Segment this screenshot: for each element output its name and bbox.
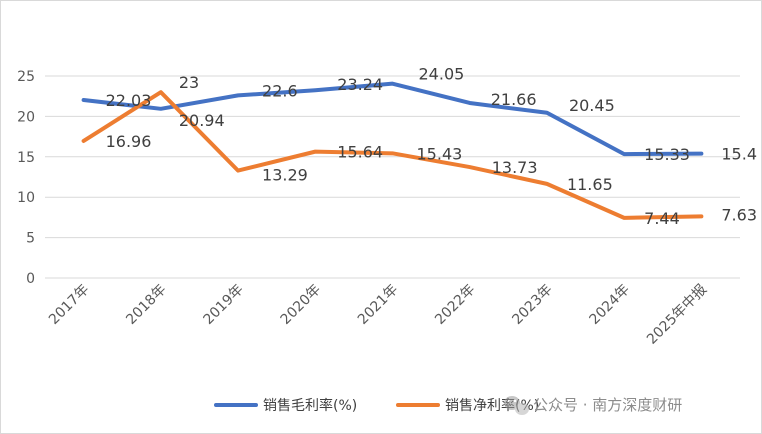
- series-line-0: [81, 81, 704, 157]
- y-tick-label-25: 25: [17, 69, 35, 85]
- y-tick-label-0: 0: [26, 271, 35, 287]
- y-axis-ticks: 0 5 10 15 20 25: [17, 69, 35, 287]
- watermark: 公众号 · 南方深度财研: [504, 396, 682, 415]
- data-label-s0-7: 15.33: [644, 145, 690, 164]
- data-label-s0-6: 20.45: [569, 96, 615, 115]
- data-label-s0-1: 20.94: [179, 111, 225, 130]
- data-label-s0-3: 23.24: [337, 75, 383, 94]
- wechat-icon: [504, 396, 529, 415]
- data-labels: 22.03 20.94 22.6 23.24 24.05 21.66 20.45 15.33 1…: [106, 65, 757, 228]
- series-line-1: [81, 90, 704, 220]
- data-label-s1-0: 16.96: [106, 132, 152, 151]
- data-label-s1-6: 11.65: [567, 175, 613, 194]
- data-label-s1-3: 15.64: [337, 143, 383, 162]
- y-tick-label-20: 20: [17, 109, 35, 125]
- series-lines: [81, 81, 704, 220]
- data-label-s0-0: 22.03: [106, 91, 152, 110]
- data-label-s1-2: 13.29: [262, 166, 308, 185]
- data-label-s0-4: 24.05: [419, 65, 465, 84]
- data-label-s0-2: 22.6: [262, 81, 298, 100]
- data-label-s1-1: 23: [179, 73, 199, 92]
- y-tick-label-15: 15: [17, 150, 35, 166]
- gridlines: [45, 75, 740, 279]
- y-tick-label-10: 10: [17, 190, 35, 206]
- legend-label-gross-margin: 销售毛利率(%): [263, 397, 357, 414]
- data-label-s1-7: 7.44: [644, 209, 680, 228]
- data-label-s1-5: 13.73: [492, 158, 538, 177]
- data-label-s1-4: 15.43: [417, 144, 463, 163]
- data-label-s0-8: 15.4: [721, 145, 757, 164]
- y-tick-label-5: 5: [26, 231, 35, 247]
- data-label-s0-5: 21.66: [491, 90, 537, 109]
- data-label-s1-8: 7.63: [721, 205, 757, 224]
- watermark-text: 公众号 · 南方深度财研: [533, 396, 682, 414]
